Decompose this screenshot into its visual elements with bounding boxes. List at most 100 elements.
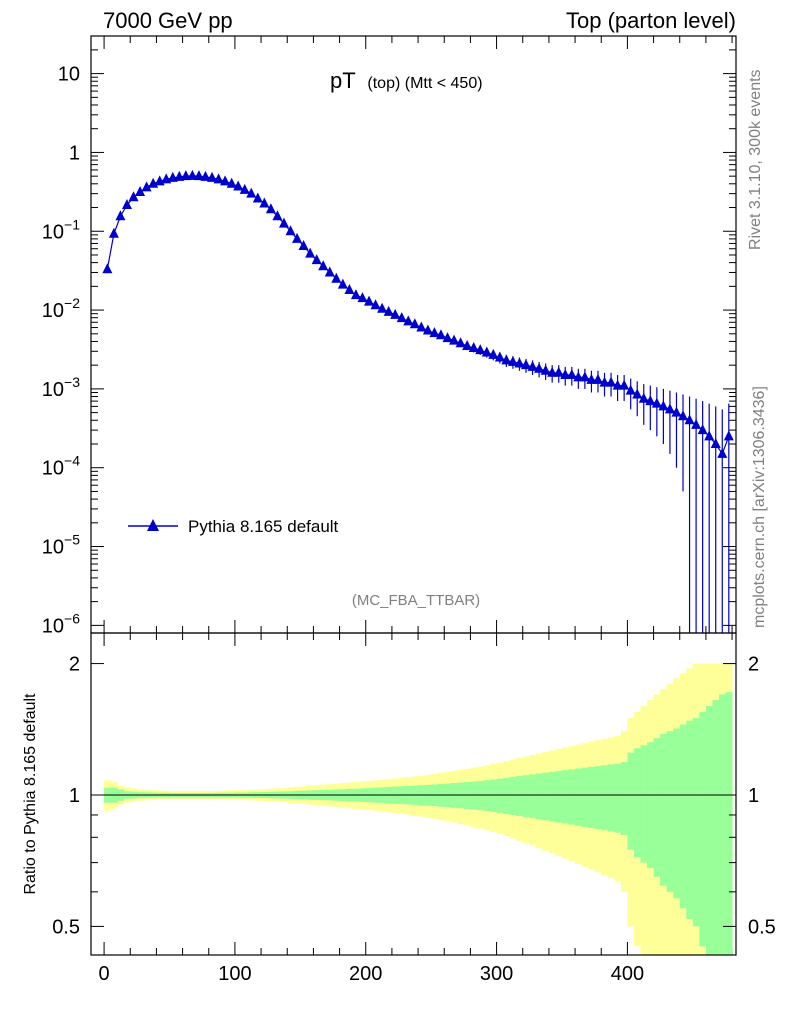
series-point <box>704 430 715 441</box>
ratio-axis-layer: 0 100 200 300 400 0.5 0.5 1 1 2 2 <box>52 632 776 985</box>
ratio-y-tick-label: 1 <box>69 785 80 807</box>
ratio-band-inner <box>490 779 498 812</box>
series-point <box>691 418 702 429</box>
series-point <box>684 414 695 425</box>
series-point <box>246 187 257 198</box>
ratio-band-inner <box>692 718 700 927</box>
series-point <box>233 180 244 191</box>
ratio-band-inner <box>699 711 707 947</box>
series-point <box>638 392 649 403</box>
x-tick-label: 200 <box>349 963 382 985</box>
side-source-label: mcplots.cern.ch [arXiv:1306.3436] <box>751 386 768 628</box>
series-point <box>108 227 119 238</box>
series-point <box>305 247 316 258</box>
ratio-panel: 0 100 200 300 400 0.5 0.5 1 1 2 2 Ratio to Pythia … <box>22 632 776 985</box>
series-point <box>135 185 146 196</box>
ratio-band-inner <box>588 766 596 829</box>
series-point <box>599 376 610 387</box>
series-point <box>658 400 669 411</box>
ratio-ylabel: Ratio to Pythia 8.165 default <box>22 693 39 895</box>
series-point <box>416 321 427 332</box>
series-point <box>534 362 545 373</box>
main-axis-layer: 10−6 10−5 10−4 10−3 10−2 10−1 1 10 <box>42 35 737 955</box>
ratio-band-inner <box>575 768 583 826</box>
series-point <box>207 171 218 182</box>
y-tick-label: 10−5 <box>42 532 80 559</box>
series-point <box>141 181 152 192</box>
ratio-band-inner <box>620 762 628 835</box>
series-point <box>442 332 453 343</box>
series-point <box>278 217 289 228</box>
ratio-band-inner <box>712 700 720 955</box>
series-point <box>435 329 446 340</box>
ratio-band-inner <box>705 705 713 955</box>
series-point <box>115 210 126 221</box>
plot-title: pT (top) (Mtt < 450) <box>330 68 483 93</box>
series-point <box>357 292 368 303</box>
ratio-band-inner <box>561 770 570 824</box>
ratio-band-inner <box>516 776 524 817</box>
ratio-y-tick-label-right: 1 <box>748 785 759 807</box>
series-point <box>612 379 623 390</box>
series-point <box>488 348 499 359</box>
series-point <box>540 364 551 375</box>
analysis-label: (MC_FBA_TTBAR) <box>352 592 480 609</box>
x-tick-label: 400 <box>611 963 644 985</box>
ratio-band-inner <box>725 692 733 955</box>
ratio-band-inner <box>594 766 602 830</box>
series-point <box>664 403 675 414</box>
series-point <box>468 342 479 353</box>
series-point <box>507 355 518 366</box>
series-point <box>462 340 473 351</box>
plot-title-main: pT <box>330 68 355 93</box>
ratio-band-inner <box>509 776 517 815</box>
series-point <box>625 384 636 395</box>
ratio-y-tick-label: 0.5 <box>52 916 80 938</box>
series-line <box>106 175 730 456</box>
series-point <box>547 366 558 377</box>
series-point <box>344 283 355 294</box>
ratio-band-inner <box>476 780 484 811</box>
ratio-band-inner <box>653 738 661 877</box>
ratio-band-inner <box>542 772 550 821</box>
ratio-band-inner <box>640 745 648 863</box>
series-point <box>383 305 394 316</box>
ratio-band-inner <box>718 694 727 955</box>
series-point <box>619 379 630 390</box>
series-point <box>573 371 584 382</box>
ratio-band-inner <box>660 733 668 886</box>
series-point <box>285 225 296 236</box>
ratio-y-tick-label-right: 0.5 <box>748 916 776 938</box>
series-point <box>586 373 597 384</box>
ratio-y-tick-label: 2 <box>69 654 80 676</box>
y-tick-label: 10−3 <box>42 374 80 401</box>
series-point <box>220 175 231 186</box>
ratio-band-inner <box>627 752 635 850</box>
ratio-band-inner <box>601 765 609 831</box>
ratio-band-inner <box>581 767 589 827</box>
x-tick-label: 0 <box>99 963 110 985</box>
ratio-band-inner <box>614 763 622 833</box>
series-point <box>180 170 191 181</box>
x-tick-label: 100 <box>218 963 251 985</box>
series-point <box>193 170 204 181</box>
series-point <box>475 344 486 355</box>
ratio-band-inner <box>673 728 681 899</box>
series-point <box>671 406 682 417</box>
series-point <box>213 173 224 184</box>
series-point <box>521 359 532 370</box>
main-marks-layer <box>102 169 734 633</box>
series-point <box>239 183 250 194</box>
y-tick-label: 10 <box>58 64 80 86</box>
series-point <box>377 302 388 313</box>
series-point <box>364 295 375 306</box>
header-left: 7000 GeV pp <box>103 8 233 33</box>
legend-marker <box>147 519 159 531</box>
legend: Pythia 8.165 default <box>128 517 339 536</box>
ratio-band-inner <box>496 778 504 813</box>
side-version-label: Rivet 3.1.10, 300k events <box>747 69 764 250</box>
y-tick-label: 10−2 <box>42 295 80 322</box>
series-point <box>481 346 492 357</box>
series-point <box>592 373 603 384</box>
series-point <box>455 337 466 348</box>
